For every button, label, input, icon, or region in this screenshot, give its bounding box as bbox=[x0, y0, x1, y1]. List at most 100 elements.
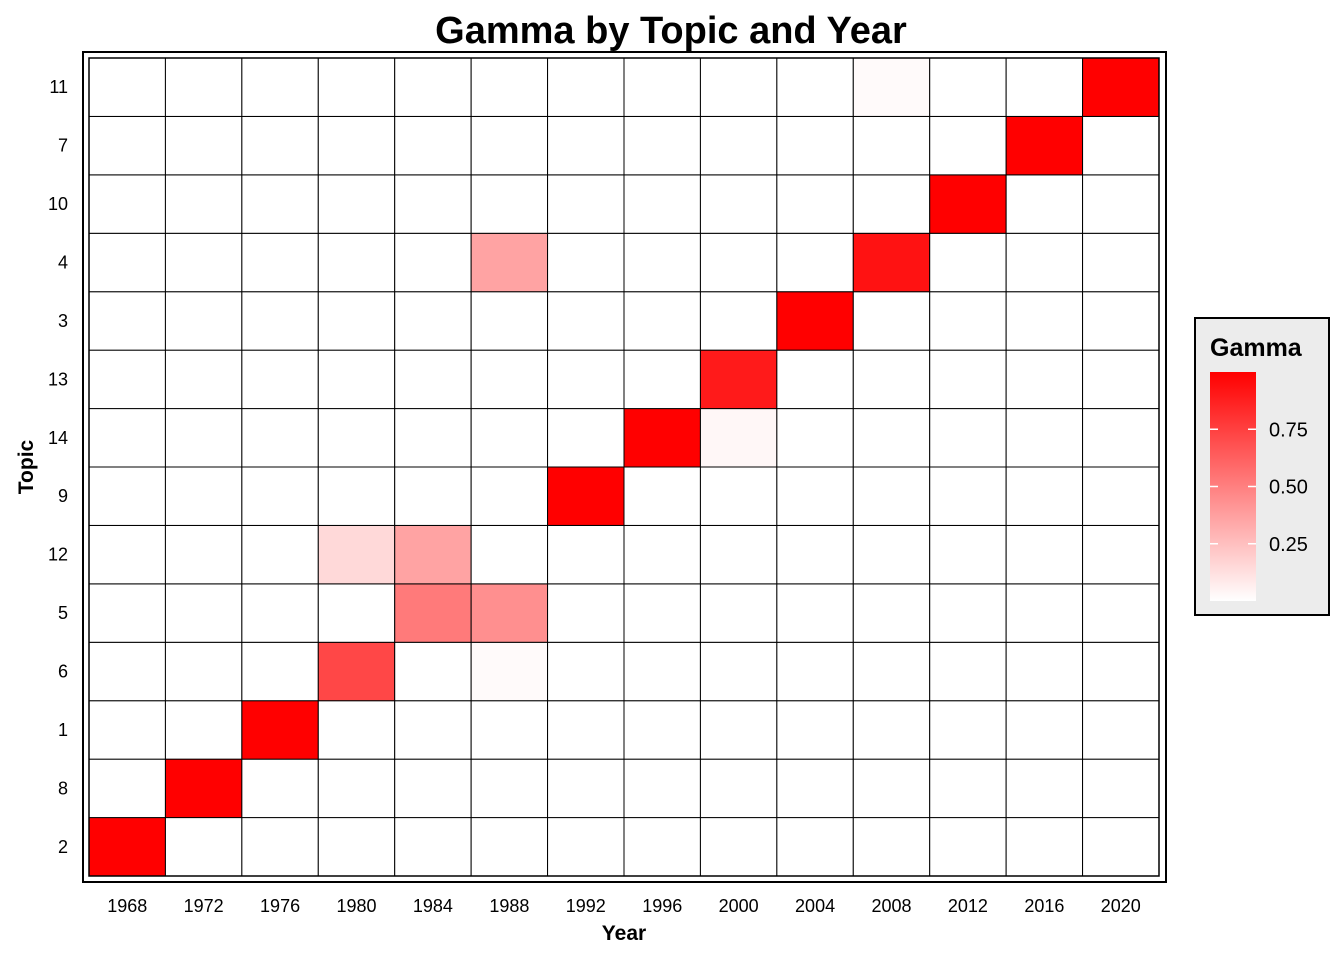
heatmap-cell-topic-12-year-2008 bbox=[852, 524, 931, 585]
heatmap-cell-topic-2-year-2016 bbox=[1005, 817, 1084, 877]
heatmap-cell-topic-2-year-1972 bbox=[164, 817, 243, 877]
heatmap-cell-topic-2-year-1992 bbox=[547, 817, 625, 877]
heatmap-cell-topic-7-year-2012 bbox=[929, 115, 1007, 176]
heatmap-cell-topic-3-year-1988 bbox=[470, 291, 549, 351]
heatmap-cell-topic-12-year-1984 bbox=[394, 524, 472, 585]
heatmap-cell-topic-12-year-2004 bbox=[776, 524, 854, 585]
heatmap-cell-topic-5-year-1984 bbox=[394, 583, 472, 643]
heatmap-cell-topic-11-year-1972 bbox=[164, 57, 243, 117]
heatmap-cell-topic-2-year-2000 bbox=[699, 817, 778, 877]
heatmap-cell-topic-1-year-1992 bbox=[547, 700, 625, 760]
y-tick-label: 2 bbox=[58, 837, 68, 857]
y-axis-title: Topic bbox=[15, 439, 38, 494]
heatmap-cell-topic-9-year-2016 bbox=[1005, 466, 1084, 526]
heatmap-cell-topic-3-year-2012 bbox=[929, 291, 1007, 351]
heatmap-cell-topic-4-year-1980 bbox=[317, 232, 396, 293]
heatmap-cell-topic-14-year-2004 bbox=[776, 408, 854, 468]
heatmap-cell-topic-10-year-2016 bbox=[1005, 174, 1084, 234]
heatmap-cell-topic-10-year-1992 bbox=[547, 174, 625, 234]
heatmap-cell-topic-9-year-1968 bbox=[88, 466, 166, 526]
heatmap-cell-topic-11-year-1992 bbox=[547, 57, 625, 117]
heatmap-cell-topic-9-year-1996 bbox=[623, 466, 701, 526]
heatmap-cell-topic-5-year-2008 bbox=[852, 583, 931, 643]
heatmap-cell-topic-7-year-1980 bbox=[317, 115, 396, 176]
heatmap-cell-topic-8-year-2016 bbox=[1005, 758, 1084, 819]
heatmap-cell-topic-10-year-1984 bbox=[394, 174, 472, 234]
heatmap-cell-topic-11-year-2020 bbox=[1082, 57, 1160, 117]
heatmap-cell-topic-3-year-2008 bbox=[852, 291, 931, 351]
heatmap-cell-topic-6-year-1984 bbox=[394, 641, 472, 702]
heatmap-cell-topic-10-year-2004 bbox=[776, 174, 854, 234]
heatmap-cell-topic-12-year-1996 bbox=[623, 524, 701, 585]
heatmap-cell-topic-7-year-2000 bbox=[699, 115, 778, 176]
x-tick-label: 1972 bbox=[184, 896, 224, 916]
heatmap-cell-topic-7-year-1976 bbox=[241, 115, 319, 176]
x-tick-label: 1996 bbox=[642, 896, 682, 916]
heatmap-cell-topic-3-year-1984 bbox=[394, 291, 472, 351]
heatmap-cell-topic-4-year-2004 bbox=[776, 232, 854, 293]
heatmap-cell-topic-14-year-1988 bbox=[470, 408, 549, 468]
heatmap-cell-topic-13-year-2020 bbox=[1082, 349, 1160, 410]
heatmap-cell-topic-9-year-2008 bbox=[852, 466, 931, 526]
heatmap-cell-topic-3-year-1968 bbox=[88, 291, 166, 351]
heatmap-cell-topic-5-year-2004 bbox=[776, 583, 854, 643]
heatmap-cell-topic-10-year-1976 bbox=[241, 174, 319, 234]
heatmap-cell-topic-3-year-2020 bbox=[1082, 291, 1160, 351]
heatmap-cell-topic-11-year-2012 bbox=[929, 57, 1007, 117]
heatmap-cell-topic-8-year-2008 bbox=[852, 758, 931, 819]
heatmap-cell-topic-11-year-1996 bbox=[623, 57, 701, 117]
heatmap-cell-topic-6-year-2016 bbox=[1005, 641, 1084, 702]
heatmap-cell-topic-9-year-1984 bbox=[394, 466, 472, 526]
heatmap-cell-topic-13-year-2004 bbox=[776, 349, 854, 410]
heatmap-cell-topic-2-year-1980 bbox=[317, 817, 396, 877]
y-tick-label: 8 bbox=[58, 778, 68, 798]
heatmap-cell-topic-6-year-1992 bbox=[547, 641, 625, 702]
heatmap-cell-topic-2-year-2004 bbox=[776, 817, 854, 877]
heatmap-cell-topic-10-year-2000 bbox=[699, 174, 778, 234]
heatmap-cell-topic-6-year-1976 bbox=[241, 641, 319, 702]
heatmap-cell-topic-3-year-1972 bbox=[164, 291, 243, 351]
heatmap-cell-topic-6-year-2004 bbox=[776, 641, 854, 702]
heatmap-cell-topic-5-year-1972 bbox=[164, 583, 243, 643]
heatmap-cell-topic-4-year-1988 bbox=[470, 232, 549, 293]
heatmap-cell-topic-10-year-2012 bbox=[929, 174, 1007, 234]
heatmap-cell-topic-7-year-2016 bbox=[1005, 115, 1084, 176]
legend-tick-label: 0.50 bbox=[1269, 477, 1308, 499]
heatmap-cell-topic-4-year-1992 bbox=[547, 232, 625, 293]
heatmap-cell-topic-14-year-1996 bbox=[623, 408, 701, 468]
heatmap-cell-topic-11-year-1976 bbox=[241, 57, 319, 117]
heatmap-cell-topic-4-year-1976 bbox=[241, 232, 319, 293]
y-axis-tick-labels: 2 8 1 6 5 12 9 14 13 3 4 10 7 11 bbox=[48, 77, 68, 857]
heatmap-cell-topic-8-year-1988 bbox=[470, 758, 549, 819]
heatmap-cell-topic-9-year-1992 bbox=[547, 466, 625, 526]
heatmap-cell-topic-7-year-1972 bbox=[164, 115, 243, 176]
heatmap-cell-topic-12-year-1976 bbox=[241, 524, 319, 585]
x-tick-label: 1984 bbox=[413, 896, 453, 916]
heatmap-cell-topic-5-year-2016 bbox=[1005, 583, 1084, 643]
heatmap-cell-topic-1-year-1968 bbox=[88, 700, 166, 760]
heatmap-cell-topic-2-year-2020 bbox=[1082, 817, 1160, 877]
heatmap-cell-topic-11-year-2004 bbox=[776, 57, 854, 117]
heatmap-cell-topic-3-year-1976 bbox=[241, 291, 319, 351]
heatmap-cell-topic-3-year-2000 bbox=[699, 291, 778, 351]
heatmap-cell-topic-14-year-1992 bbox=[547, 408, 625, 468]
heatmap-cell-topic-7-year-2004 bbox=[776, 115, 854, 176]
x-tick-label: 2016 bbox=[1024, 896, 1064, 916]
heatmap-cell-topic-2-year-1988 bbox=[470, 817, 549, 877]
heatmap-cell-topic-4-year-2000 bbox=[699, 232, 778, 293]
heatmap-cell-topic-12-year-1980 bbox=[317, 524, 396, 585]
heatmap-cell-topic-7-year-2020 bbox=[1082, 115, 1160, 176]
heatmap-cell-topic-11-year-2008 bbox=[852, 57, 931, 117]
plot-panel-outer-border bbox=[82, 51, 1167, 883]
heatmap-cell-topic-1-year-2000 bbox=[699, 700, 778, 760]
heatmap-cell-topic-10-year-2020 bbox=[1082, 174, 1160, 234]
heatmap-cell-topic-6-year-1980 bbox=[317, 641, 396, 702]
heatmap-cell-topic-8-year-1976 bbox=[241, 758, 319, 819]
heatmap-cell-topic-8-year-1996 bbox=[623, 758, 701, 819]
heatmap-cell-topic-14-year-1972 bbox=[164, 408, 243, 468]
heatmap-cell-topic-4-year-1968 bbox=[88, 232, 166, 293]
x-tick-label: 1968 bbox=[107, 896, 147, 916]
heatmap-cell-topic-13-year-2008 bbox=[852, 349, 931, 410]
heatmap-cell-topic-5-year-1968 bbox=[88, 583, 166, 643]
